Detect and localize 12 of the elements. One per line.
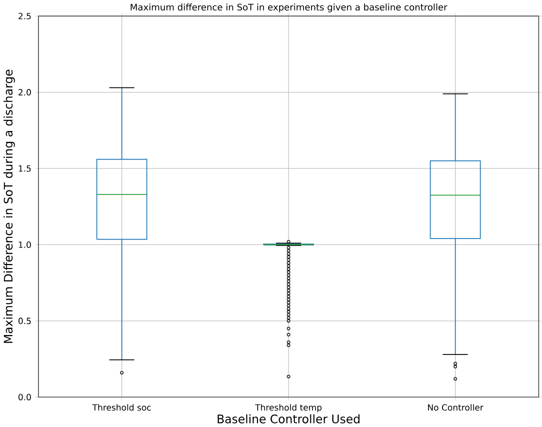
x-tick-label: Threshold soc — [92, 404, 151, 411]
y-axis-title: Maximum Difference in SoT during a discharge — [4, 70, 15, 343]
y-tick-label: 0.5 — [18, 318, 31, 324]
y-tick-label: 1.5 — [18, 165, 31, 172]
x-axis-title: Baseline Controller Used — [218, 414, 360, 424]
x-tick-label: Threshold temp — [255, 404, 322, 412]
y-tick-label: 2.5 — [18, 12, 31, 20]
y-tick-label: 1.0 — [18, 242, 31, 248]
y-tick-label: 0.0 — [18, 394, 31, 400]
y-tick-label: 2.0 — [18, 89, 31, 96]
chart-title: Maximum difference in SoT in experiments given a baseline controller — [130, 4, 448, 12]
x-tick-label: No Controller — [428, 404, 484, 411]
